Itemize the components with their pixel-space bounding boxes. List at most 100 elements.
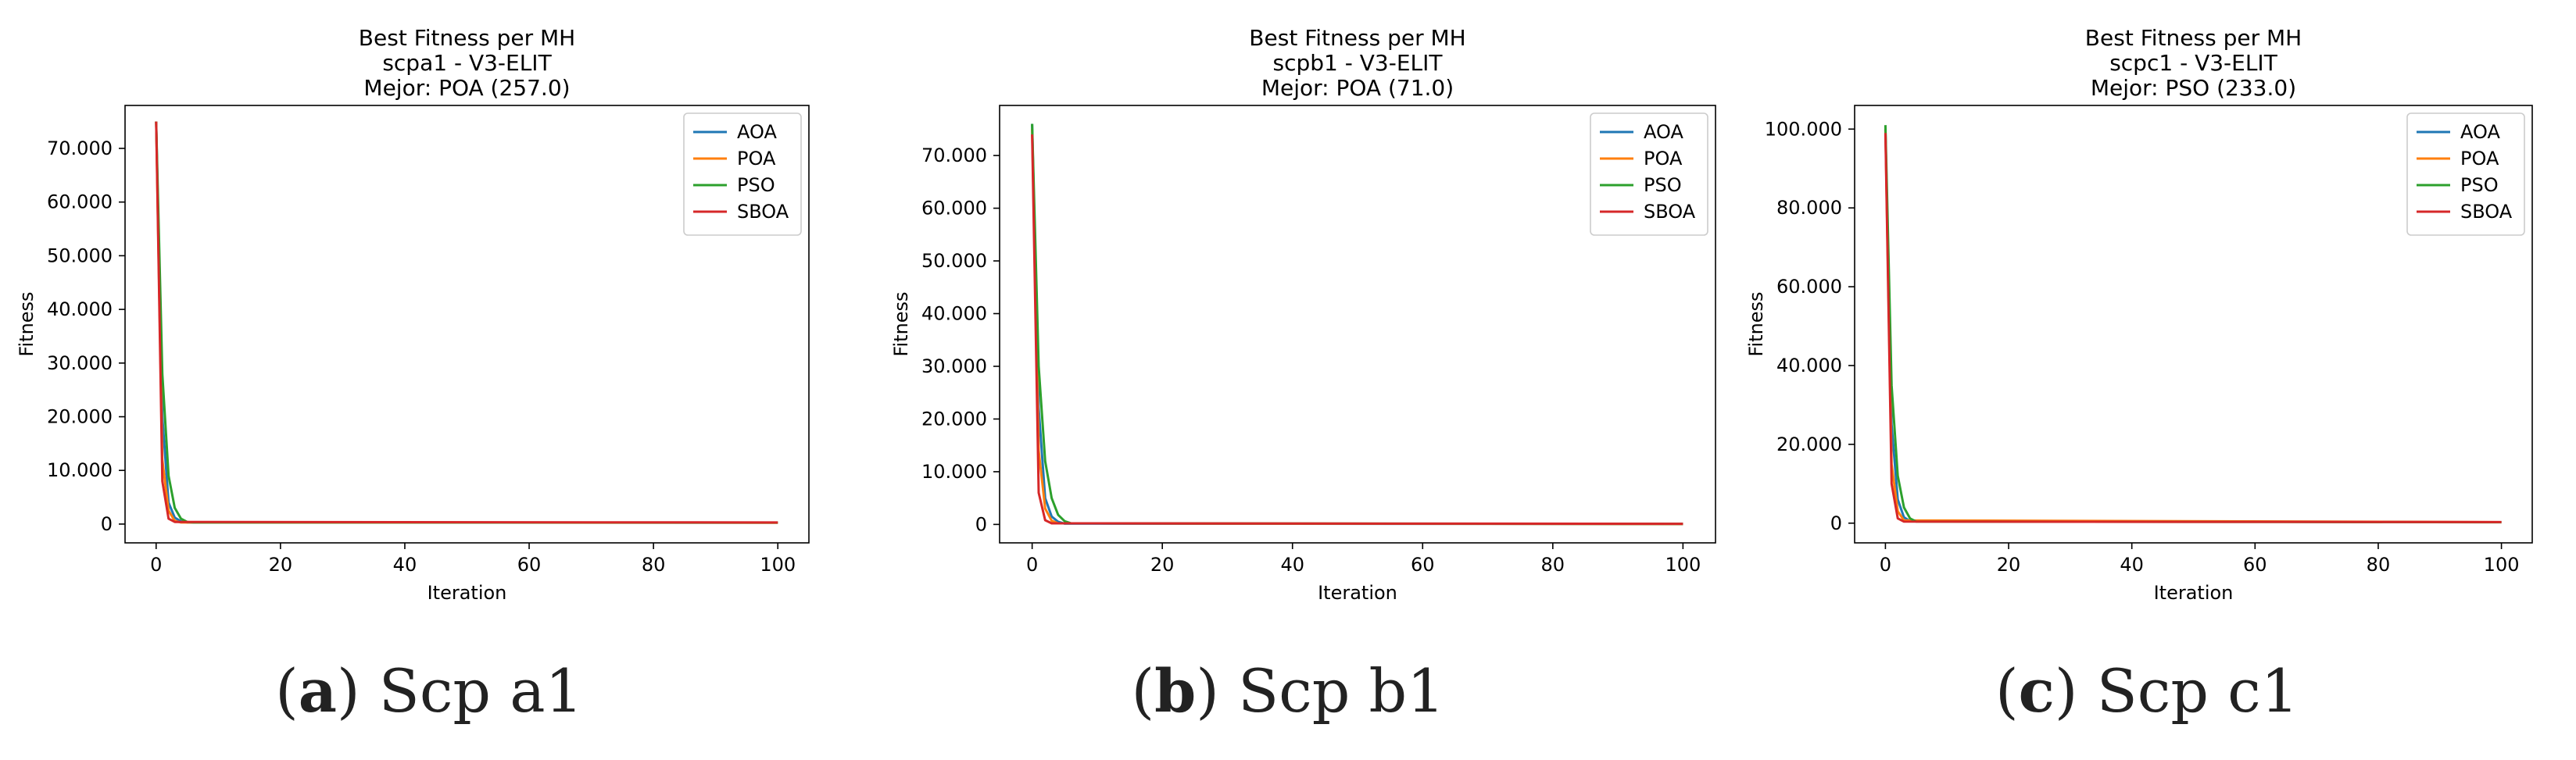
series-group	[1884, 125, 2502, 524]
legend-label-poa: POA	[2460, 148, 2499, 169]
x-tick-label: 20	[1997, 554, 2021, 576]
x-axis-label: Iteration	[428, 582, 507, 604]
series-line-sboa	[1884, 133, 2502, 523]
plot-frame	[1854, 105, 2533, 544]
caption-letter: c	[2018, 656, 2055, 726]
legend-label-sboa: SBOA	[2460, 201, 2513, 223]
y-tick-label: 60.000	[47, 191, 113, 213]
chart-subtitle: scpb1 - V3-ELIT	[1273, 50, 1444, 76]
y-tick-label: 60.000	[1776, 276, 1842, 298]
legend: AOA POA PSO SBOA	[1590, 112, 1708, 236]
x-tick-label: 100	[1665, 554, 1701, 576]
caption-c: (c) Scp c1	[1995, 656, 2299, 726]
series-group	[155, 121, 778, 524]
y-tick-label: 70.000	[921, 145, 987, 166]
x-tick-label: 0	[1880, 554, 1891, 576]
y-tick-label: 20.000	[1776, 434, 1842, 455]
y-tick-label: 20.000	[921, 408, 987, 430]
chart-title: Best Fitness per MH	[2085, 25, 2302, 51]
legend-label-poa: POA	[1644, 148, 1683, 169]
legend: AOA POA PSO SBOA	[683, 112, 802, 236]
x-tick-label: 60	[2243, 554, 2267, 576]
y-tick-label: 80.000	[1776, 197, 1842, 219]
x-axis-label: Iteration	[2154, 582, 2234, 604]
legend-label-pso: PSO	[737, 174, 775, 196]
caption-b: (b) Scp b1	[1131, 656, 1445, 726]
x-tick-label: 80	[2367, 554, 2391, 576]
y-tick-label: 0	[1830, 512, 1842, 534]
x-axis-label: Iteration	[1318, 582, 1397, 604]
series-line-aoa	[1031, 123, 1683, 526]
y-axis-label: Fitness	[890, 291, 912, 356]
chart-best-label: Mejor: PSO (233.0)	[2091, 75, 2296, 101]
legend-label-poa: POA	[737, 148, 776, 169]
caption-text: Scp a1	[378, 656, 583, 726]
legend-label-pso: PSO	[2460, 174, 2499, 196]
series-line-pso	[1031, 123, 1683, 526]
caption-text: Scp c1	[2096, 656, 2299, 726]
y-axis-label: Fitness	[16, 291, 38, 356]
y-tick-label: 30.000	[47, 352, 113, 374]
y-tick-label: 60.000	[921, 198, 987, 219]
x-tick-label: 0	[1026, 554, 1038, 576]
x-tick-label: 100	[760, 554, 796, 576]
chart-best-label: Mejor: POA (257.0)	[363, 75, 570, 101]
legend-box	[1590, 112, 1708, 236]
chart-title: Best Fitness per MH	[359, 25, 575, 51]
caption-letter: a	[298, 656, 337, 726]
legend-box	[2406, 112, 2525, 236]
series-line-poa	[1031, 129, 1683, 526]
x-tick-label: 100	[2484, 554, 2520, 576]
legend: AOA POA PSO SBOA	[2406, 112, 2525, 236]
y-tick-label: 50.000	[47, 244, 113, 266]
x-tick-label: 40	[1280, 554, 1304, 576]
x-tick-label: 0	[150, 554, 162, 576]
legend-label-sboa: SBOA	[1644, 201, 1696, 223]
legend-box	[683, 112, 802, 236]
chart-subtitle: scpa1 - V3-ELIT	[382, 50, 552, 76]
x-tick-label: 80	[642, 554, 666, 576]
legend-label-aoa: AOA	[737, 121, 777, 143]
plot-frame	[124, 105, 810, 544]
panel-a: Best Fitness per MH scpa1 - V3-ELIT Mejor:…	[0, 0, 858, 760]
x-tick-label: 40	[2120, 554, 2144, 576]
plot-frame	[999, 105, 1716, 544]
chart-best-label: Mejor: POA (71.0)	[1261, 75, 1454, 101]
caption-letter: b	[1154, 656, 1197, 726]
y-tick-label: 40.000	[47, 298, 113, 320]
y-tick-label: 50.000	[921, 250, 987, 272]
caption-text: Scp b1	[1238, 656, 1445, 726]
y-tick-label: 100.000	[1765, 118, 1842, 140]
legend-label-aoa: AOA	[1644, 121, 1683, 143]
y-tick-label: 10.000	[921, 461, 987, 483]
x-tick-label: 20	[1150, 554, 1175, 576]
series-group	[1031, 123, 1683, 526]
panel-c: Best Fitness per MH scpc1 - V3-ELIT Mejor:…	[1718, 0, 2576, 760]
caption-a: (a) Scp a1	[275, 656, 583, 726]
chart-subtitle: scpc1 - V3-ELIT	[2109, 50, 2277, 76]
y-tick-label: 10.000	[47, 459, 113, 481]
y-tick-label: 30.000	[921, 355, 987, 377]
y-tick-label: 20.000	[47, 406, 113, 428]
series-line-sboa	[155, 121, 778, 524]
y-axis-label: Fitness	[1745, 291, 1767, 356]
legend-label-aoa: AOA	[2460, 121, 2500, 143]
y-tick-label: 40.000	[921, 303, 987, 325]
y-tick-label: 0	[975, 513, 987, 535]
legend-label-pso: PSO	[1644, 174, 1682, 196]
x-tick-label: 20	[269, 554, 293, 576]
x-tick-label: 60	[517, 554, 542, 576]
y-tick-label: 70.000	[47, 137, 113, 159]
series-line-sboa	[1031, 134, 1683, 526]
x-tick-label: 60	[1411, 554, 1435, 576]
chart-title: Best Fitness per MH	[1249, 25, 1465, 51]
y-tick-label: 40.000	[1776, 355, 1842, 376]
panel-b: Best Fitness per MH scpb1 - V3-ELIT Mejor:…	[859, 0, 1717, 760]
x-tick-label: 80	[1541, 554, 1565, 576]
legend-label-sboa: SBOA	[737, 201, 789, 223]
x-tick-label: 40	[393, 554, 417, 576]
y-tick-label: 0	[101, 513, 113, 535]
